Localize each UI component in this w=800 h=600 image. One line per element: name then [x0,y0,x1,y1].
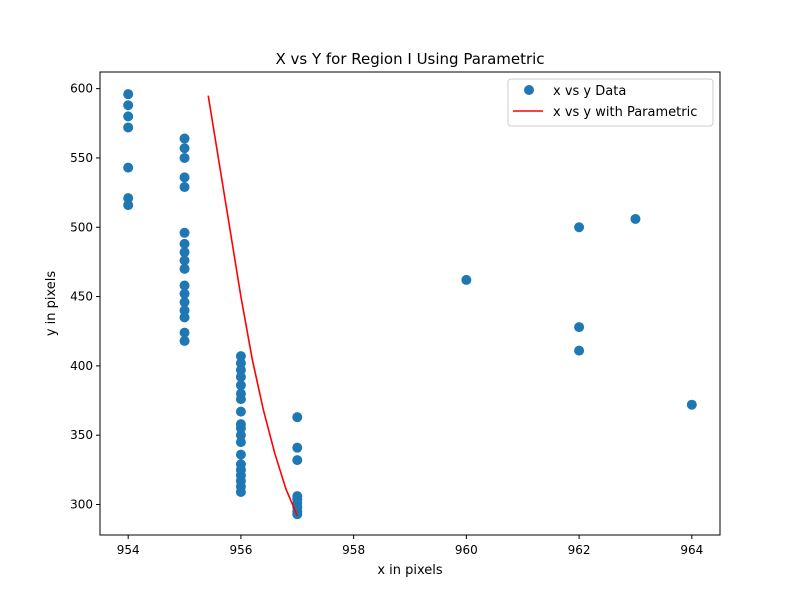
data-point [179,133,190,144]
data-point [574,222,585,233]
y-axis: 300 350 400 450 500 550 600 [70,82,100,512]
chart-marks [123,89,697,520]
data-point [292,455,303,466]
y-tick-label: 550 [70,151,93,165]
data-point [292,412,303,423]
legend: x vs y Data x vs y with Parametric [507,78,714,127]
x-tick-label: 954 [117,543,140,557]
data-point [179,247,190,258]
data-point [179,297,190,308]
y-tick-label: 450 [70,290,93,304]
data-point [461,274,472,285]
data-point [179,305,190,316]
y-tick-label: 400 [70,359,93,373]
data-point [179,263,190,274]
data-point [235,380,246,391]
data-point [574,322,585,333]
data-point [235,449,246,460]
y-tick-label: 600 [70,82,93,96]
x-tick-label: 956 [229,543,252,557]
legend-label-parametric: x vs y with Parametric [553,105,697,120]
data-point [292,442,303,453]
legend-label-data: x vs y Data [553,84,626,99]
x-axis-label: x in pixels [377,563,443,578]
data-point [235,351,246,362]
data-point [235,394,246,405]
data-point [123,162,134,173]
plot-area [100,72,720,535]
data-point [123,100,134,111]
x-tick-label: 960 [455,543,478,557]
data-point [123,200,134,211]
x-tick-label: 962 [568,543,591,557]
data-point [179,327,190,338]
data-point [179,288,190,299]
data-point [179,227,190,238]
y-tick-label: 350 [70,428,93,442]
data-point [179,312,190,323]
axes-frame [99,71,721,536]
data-point [235,371,246,382]
parametric-line [207,95,299,516]
x-tick-label: 958 [342,543,365,557]
data-point [235,365,246,376]
x-axis: 954 956 958 960 962 964 [117,535,703,557]
data-point [235,358,246,369]
data-point [630,213,641,224]
data-point [235,430,246,441]
data-point [179,143,190,154]
y-tick-label: 300 [70,498,93,512]
data-point [179,238,190,249]
y-axis-label: y in pixels [44,271,59,337]
data-point [179,152,190,163]
y-tick-label: 500 [70,220,93,234]
legend-marker-scatter [524,85,534,95]
data-point [235,487,246,498]
data-point [235,423,246,434]
data-point [574,345,585,356]
data-point [123,193,134,204]
data-point [235,437,246,448]
data-point [179,182,190,193]
data-point [235,406,246,417]
data-point [179,255,190,266]
x-tick-label: 964 [680,543,703,557]
legend-box [507,78,714,127]
data-point [179,335,190,346]
data-point [179,172,190,183]
data-point [123,122,134,133]
chart-title: X vs Y for Region I Using Parametric [275,50,544,68]
data-point [686,399,697,410]
data-point [179,280,190,291]
data-point [123,89,134,100]
data-point [123,111,134,122]
